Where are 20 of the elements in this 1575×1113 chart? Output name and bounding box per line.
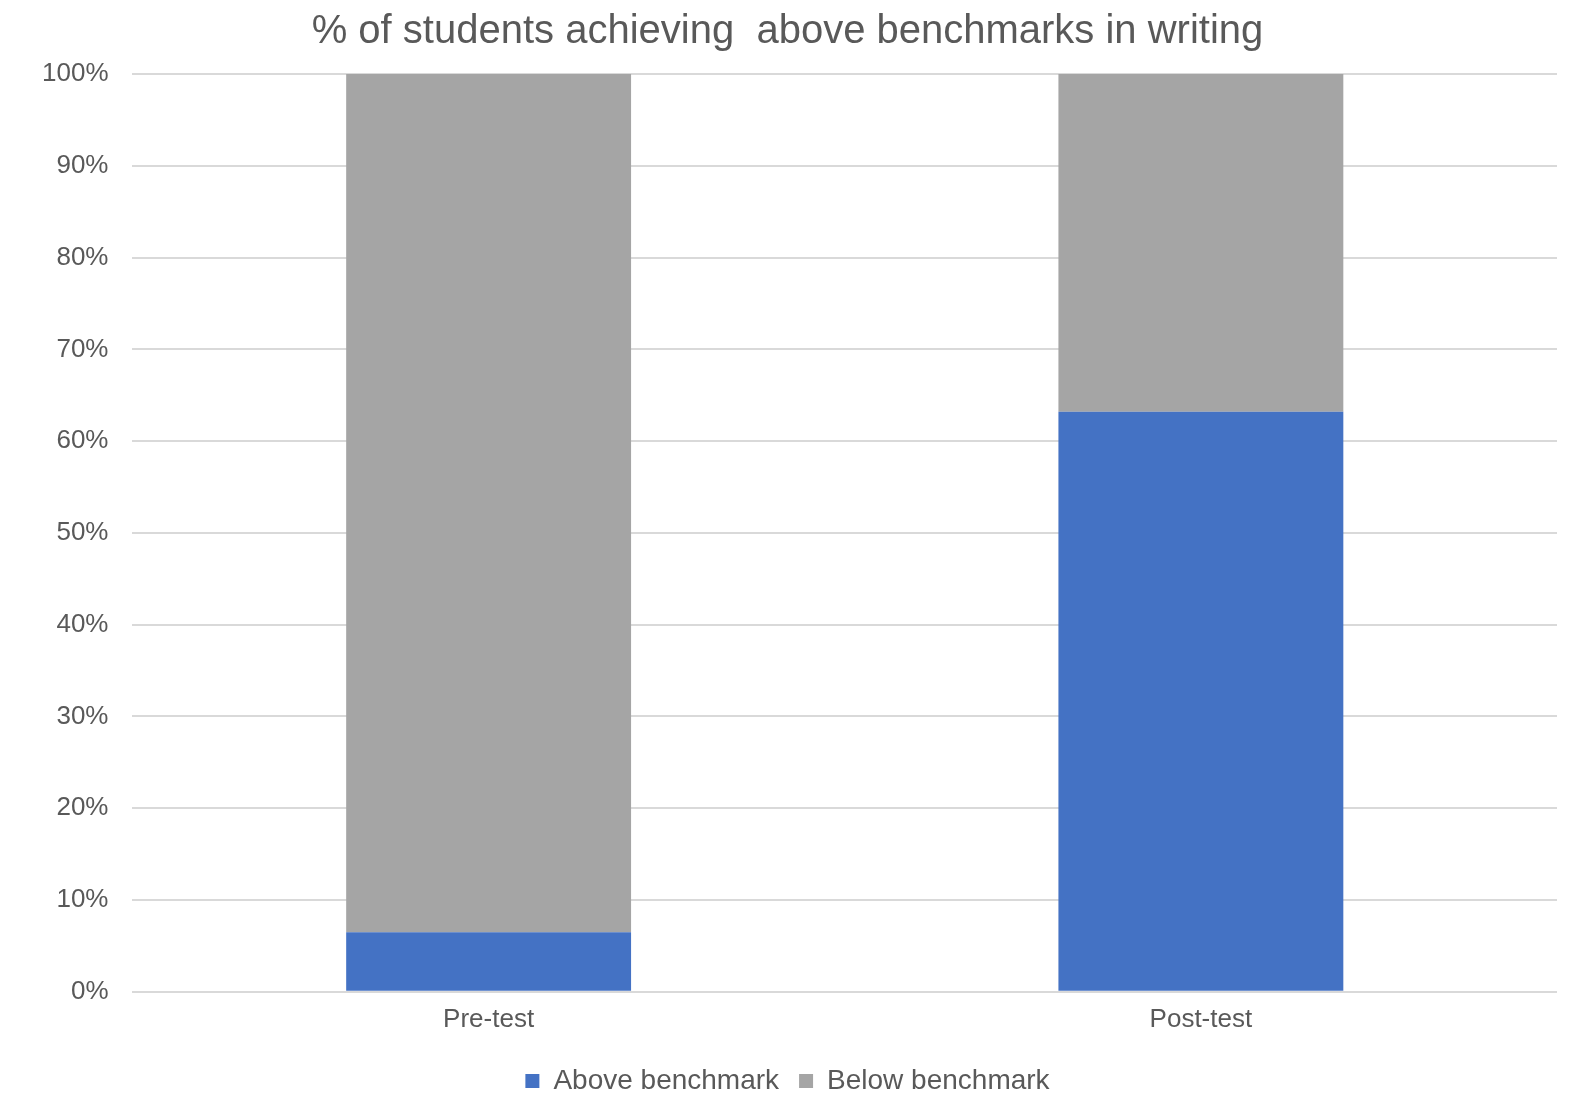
chart-title: % of students achieving above benchmarks in writing (311, 7, 1264, 52)
y-tick-label: 70% (56, 332, 109, 363)
bar (346, 74, 632, 933)
y-tick-label: 10% (56, 883, 109, 914)
y-tick-label: 0% (70, 974, 109, 1005)
x-tick-label: Post-test (1149, 1002, 1253, 1033)
bar (346, 932, 632, 991)
legend-label: Above benchmark (553, 1063, 781, 1095)
x-tick-label: Pre-test (443, 1002, 535, 1033)
y-tick-label: 80% (56, 240, 109, 271)
y-tick-label: 30% (56, 699, 109, 730)
y-tick-label: 90% (56, 148, 109, 179)
bar (1058, 74, 1344, 412)
y-tick-label: 60% (56, 424, 109, 455)
y-tick-label: 100% (42, 57, 109, 88)
legend-label: Below benchmark (827, 1063, 1051, 1095)
y-tick-label: 20% (56, 791, 109, 822)
y-tick-label: 50% (56, 516, 109, 547)
bar (1058, 411, 1344, 991)
y-tick-label: 40% (56, 607, 109, 638)
